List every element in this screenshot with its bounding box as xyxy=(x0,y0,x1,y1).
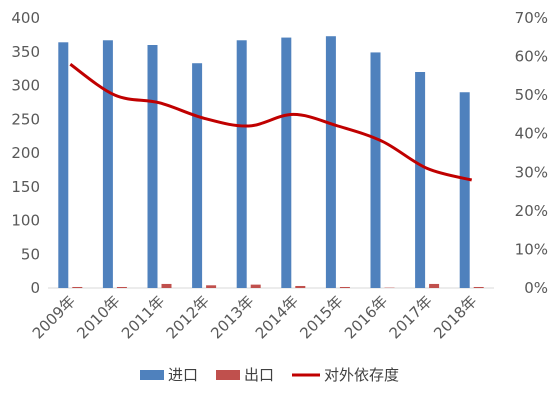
dependency-line xyxy=(69,63,473,182)
y-axis-left-ticks: 0 50 100 150 200 250 300 350 400 xyxy=(11,9,40,297)
import-bar xyxy=(459,92,470,288)
y-right-tick-label: 20% xyxy=(515,202,548,220)
bars xyxy=(58,36,484,289)
export-bar xyxy=(206,285,217,288)
x-tick-label: 2010年 xyxy=(73,292,123,342)
x-tick-label: 2014年 xyxy=(252,292,302,342)
x-tick-label: 2016年 xyxy=(341,292,391,342)
import-bar xyxy=(102,40,113,289)
legend-label: 进口 xyxy=(168,366,198,384)
y-axis-right-ticks: 0% 10% 20% 30% 40% 50% 60% 70% xyxy=(515,9,548,297)
legend-label: 对外依存度 xyxy=(324,366,399,384)
import-bar xyxy=(370,52,381,288)
export-bar xyxy=(295,285,306,288)
export-bar xyxy=(72,286,83,288)
legend-label: 出口 xyxy=(244,366,274,384)
y-right-tick-label: 0% xyxy=(524,279,548,297)
import-bar xyxy=(147,45,158,288)
import-bar xyxy=(281,37,292,289)
x-tick-label: 2015年 xyxy=(296,292,346,342)
x-tick-label: 2018年 xyxy=(430,292,480,342)
import-bar xyxy=(58,42,69,288)
export-bar xyxy=(116,286,127,288)
legend: 进口 出口 对外依存度 xyxy=(140,366,399,384)
y-right-tick-label: 30% xyxy=(515,163,548,181)
y-left-tick-label: 100 xyxy=(11,212,40,230)
y-right-tick-label: 50% xyxy=(515,86,548,104)
line-series xyxy=(69,63,473,182)
y-left-tick-label: 200 xyxy=(11,144,40,162)
y-left-tick-label: 150 xyxy=(11,178,40,196)
x-tick-label: 2009年 xyxy=(29,292,79,342)
import-bar xyxy=(325,36,336,288)
y-left-tick-label: 400 xyxy=(11,9,40,27)
export-bar xyxy=(250,284,261,288)
y-left-tick-label: 50 xyxy=(21,245,40,263)
y-left-tick-label: 350 xyxy=(11,43,40,61)
y-left-tick-label: 250 xyxy=(11,110,40,128)
import-bar xyxy=(192,63,203,288)
y-left-tick-label: 300 xyxy=(11,77,40,95)
x-axis-ticks: 2009年2010年2011年2012年2013年2014年2015年2016年… xyxy=(29,292,481,342)
import-bar xyxy=(415,72,426,288)
y-left-tick-label: 0 xyxy=(30,279,40,297)
y-right-tick-label: 40% xyxy=(515,125,548,143)
import-bar xyxy=(236,40,247,289)
export-bar xyxy=(339,286,350,288)
y-right-tick-label: 70% xyxy=(515,9,548,27)
export-bar xyxy=(473,286,484,288)
x-tick-label: 2012年 xyxy=(163,292,213,342)
export-bar xyxy=(429,283,440,288)
export-bar xyxy=(161,283,172,288)
legend-swatch xyxy=(216,370,240,380)
x-tick-label: 2013年 xyxy=(207,292,257,342)
x-tick-label: 2011年 xyxy=(118,292,168,342)
y-right-tick-label: 10% xyxy=(515,240,548,258)
legend-swatch xyxy=(140,370,164,380)
y-right-tick-label: 60% xyxy=(515,48,548,66)
x-tick-label: 2017年 xyxy=(386,292,436,342)
